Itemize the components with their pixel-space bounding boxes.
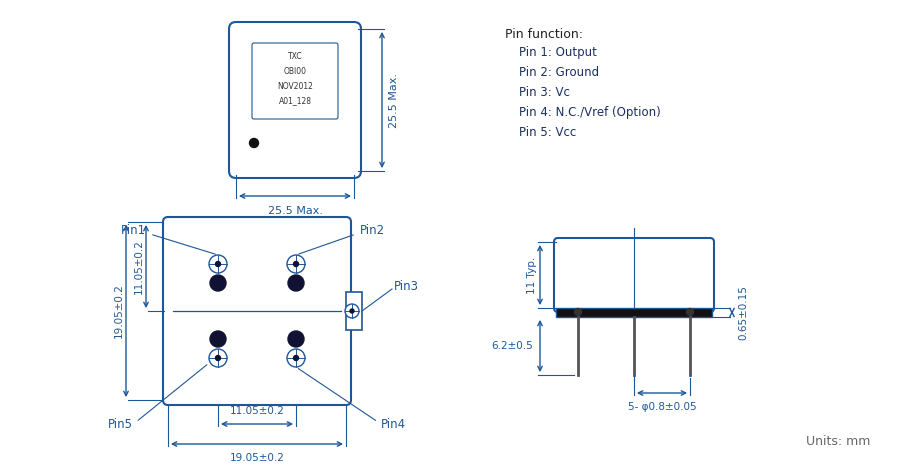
- Text: Pin 3: Vc: Pin 3: Vc: [519, 86, 569, 99]
- Text: 11.05±0.2: 11.05±0.2: [134, 239, 144, 294]
- Circle shape: [250, 139, 259, 148]
- Text: 11 Typ.: 11 Typ.: [527, 256, 537, 294]
- Text: Pin4: Pin4: [381, 417, 406, 431]
- Text: 6.2±0.5: 6.2±0.5: [491, 341, 533, 351]
- Text: 25.5 Max.: 25.5 Max.: [268, 206, 323, 216]
- Circle shape: [210, 331, 226, 347]
- Circle shape: [345, 304, 359, 318]
- Circle shape: [288, 331, 304, 347]
- Text: 0.65±0.15: 0.65±0.15: [738, 285, 748, 340]
- Circle shape: [293, 261, 299, 266]
- FancyBboxPatch shape: [554, 238, 714, 312]
- Bar: [556, 308, 712, 317]
- Text: 11.05±0.2: 11.05±0.2: [229, 406, 284, 416]
- Bar: [556, 308, 712, 317]
- Text: NOV2012: NOV2012: [277, 81, 313, 91]
- Circle shape: [350, 309, 354, 313]
- Text: Pin1: Pin1: [121, 224, 146, 236]
- FancyBboxPatch shape: [252, 43, 338, 119]
- Text: Pin 1: Output: Pin 1: Output: [519, 46, 597, 59]
- Text: TXC: TXC: [288, 52, 303, 61]
- Text: 5- φ0.8±0.05: 5- φ0.8±0.05: [628, 402, 696, 412]
- Text: Pin 5: Vcc: Pin 5: Vcc: [519, 126, 576, 139]
- Text: 25.5 Max.: 25.5 Max.: [389, 72, 399, 127]
- Circle shape: [686, 308, 694, 315]
- FancyBboxPatch shape: [163, 217, 351, 405]
- Circle shape: [287, 349, 305, 367]
- Circle shape: [293, 355, 299, 360]
- Circle shape: [216, 261, 220, 266]
- Text: Pin 2: Ground: Pin 2: Ground: [519, 66, 599, 79]
- Text: 19.05±0.2: 19.05±0.2: [229, 453, 284, 463]
- Text: OBI00: OBI00: [283, 66, 306, 76]
- Text: Pin function:: Pin function:: [505, 28, 583, 41]
- Text: A01_128: A01_128: [279, 96, 312, 105]
- Text: Pin2: Pin2: [360, 224, 385, 236]
- Bar: [346, 292, 362, 330]
- Circle shape: [209, 349, 227, 367]
- Circle shape: [209, 255, 227, 273]
- FancyBboxPatch shape: [229, 22, 361, 178]
- Text: 19.05±0.2: 19.05±0.2: [114, 283, 124, 338]
- Circle shape: [287, 255, 305, 273]
- Circle shape: [288, 275, 304, 291]
- Circle shape: [575, 308, 581, 315]
- Circle shape: [216, 355, 220, 360]
- Text: Pin 4: N.C./Vref (Option): Pin 4: N.C./Vref (Option): [519, 106, 661, 119]
- Text: Pin3: Pin3: [394, 281, 419, 293]
- Text: Pin5: Pin5: [108, 417, 133, 431]
- Circle shape: [210, 275, 226, 291]
- Text: Units: mm: Units: mm: [805, 435, 870, 448]
